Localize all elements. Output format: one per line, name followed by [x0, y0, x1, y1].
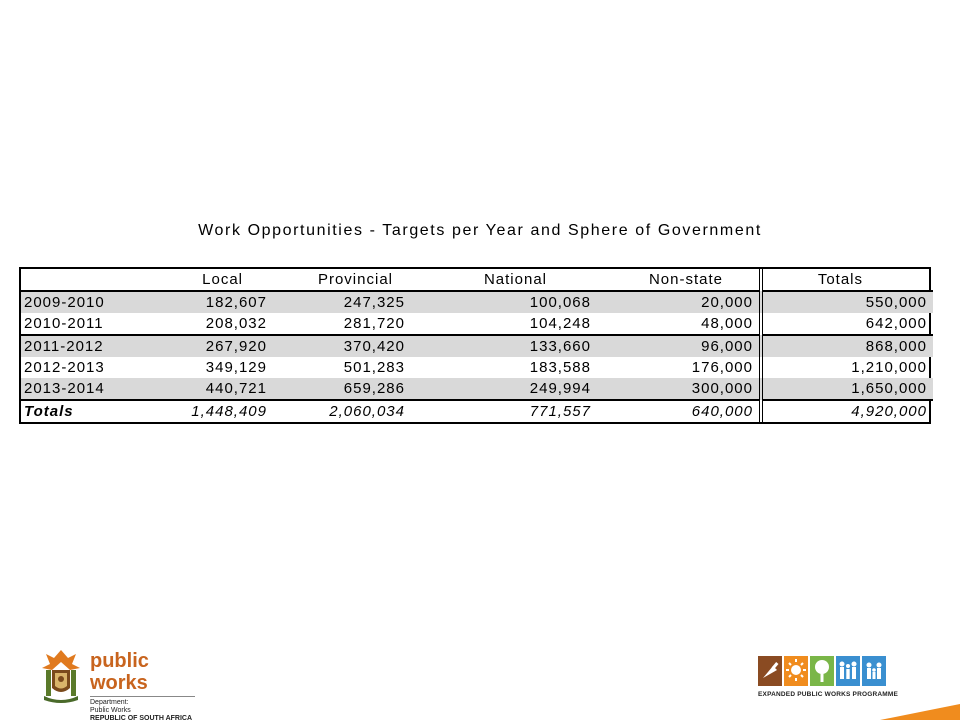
- column-header-national: National: [411, 269, 597, 292]
- cell-provincial: 659,286: [273, 378, 411, 400]
- cell-local: 267,920: [133, 334, 273, 357]
- cell-national: 249,994: [411, 378, 597, 400]
- epwp-logo: EXPANDED PUBLIC WORKS PROGRAMME: [758, 656, 908, 706]
- cell-total: 1,210,000: [759, 357, 933, 378]
- cell-nonstate: 176,000: [691, 359, 753, 376]
- column-header-local: Local: [133, 269, 273, 292]
- table-row: 2011-2012 267,920 370,420 133,660 96,000…: [21, 334, 933, 357]
- totals-row: Totals 1,448,409 2,060,034 771,557 640,0…: [21, 399, 933, 422]
- cell-local: 182,607: [133, 291, 273, 313]
- family-icon: [862, 656, 886, 686]
- column-header-year: [21, 269, 133, 292]
- total-provincial: 2,060,034: [273, 399, 411, 422]
- row-year: 2010-2011: [24, 315, 104, 332]
- cell-nonstate: 96,000: [597, 334, 761, 357]
- cell-local: 349,129: [205, 359, 267, 376]
- total-national: 771,557: [411, 399, 597, 422]
- epwp-name: EXPANDED PUBLIC WORKS PROGRAMME: [758, 691, 899, 698]
- cell-national: 133,660: [411, 334, 597, 357]
- cell-local: 208,032: [205, 315, 267, 332]
- cell-nonstate: 20,000: [597, 291, 761, 313]
- tree-icon: [810, 656, 834, 686]
- cell-total: 642,000: [759, 313, 933, 335]
- column-header-nonstate: Non-state: [597, 269, 761, 292]
- row-year: 2013-2014: [21, 378, 133, 400]
- public-works-logo: public works Department: Public Works RE…: [38, 648, 208, 722]
- table-row: 2013-2014 440,721 659,286 249,994 300,00…: [21, 378, 933, 400]
- cell-provincial: 370,420: [273, 334, 411, 357]
- cell-national: 100,068: [411, 291, 597, 313]
- department-label: Department:: [90, 699, 129, 706]
- cell-total: 868,000: [759, 334, 933, 357]
- coat-of-arms-icon: [42, 650, 80, 703]
- header-row: Local Provincial National Non-state Tota…: [21, 269, 933, 292]
- cell-provincial: 501,283: [343, 359, 405, 376]
- trowel-icon: [758, 656, 782, 686]
- divider: [90, 696, 195, 697]
- sun-icon: [784, 656, 808, 686]
- cell-national: 183,588: [529, 359, 591, 376]
- cell-total: 1,650,000: [759, 378, 933, 400]
- column-header-totals: Totals: [759, 269, 933, 292]
- targets-table: Local Provincial National Non-state Tota…: [19, 267, 933, 424]
- cell-nonstate: 48,000: [701, 315, 753, 332]
- total-local: 1,448,409: [133, 399, 273, 422]
- cell-nonstate: 300,000: [597, 378, 761, 400]
- brand-name: public works: [90, 650, 149, 694]
- cell-provincial: 247,325: [273, 291, 411, 313]
- page-title: Work Opportunities - Targets per Year an…: [198, 222, 762, 239]
- row-year: 2009-2010: [21, 291, 133, 313]
- table-row: 2012-2013 349,129 501,283 183,588 176,00…: [21, 357, 933, 378]
- country-name: REPUBLIC OF SOUTH AFRICA: [90, 715, 193, 722]
- row-year: 2011-2012: [21, 334, 133, 357]
- grand-total: 4,920,000: [759, 399, 933, 422]
- table-row: 2009-2010 182,607 247,325 100,068 20,000…: [21, 291, 933, 313]
- cell-total: 550,000: [759, 291, 933, 313]
- cell-national: 104,248: [529, 315, 591, 332]
- orange-swoosh-decoration: [880, 704, 960, 720]
- column-header-provincial: Provincial: [273, 269, 411, 292]
- people-icon: [836, 656, 860, 686]
- total-nonstate: 640,000: [597, 399, 761, 422]
- totals-label: Totals: [21, 399, 133, 422]
- row-year: 2012-2013: [24, 359, 105, 376]
- table-row: 2010-2011 208,032 281,720 104,248 48,000…: [21, 313, 933, 335]
- cell-provincial: 281,720: [343, 315, 405, 332]
- department-name: Public Works: [90, 707, 131, 714]
- cell-local: 440,721: [133, 378, 273, 400]
